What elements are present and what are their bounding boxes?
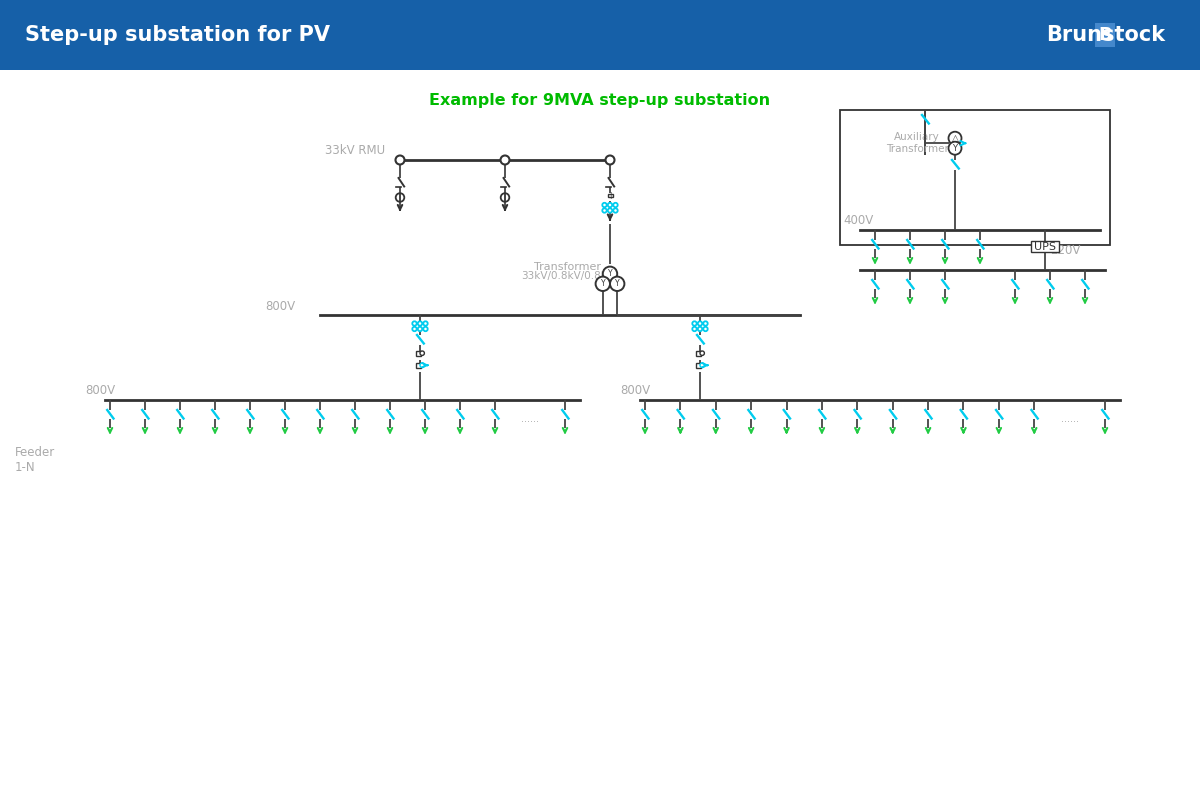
Circle shape <box>948 142 961 155</box>
Circle shape <box>698 321 702 326</box>
Circle shape <box>607 203 612 207</box>
Circle shape <box>595 276 610 291</box>
Text: △: △ <box>952 133 959 143</box>
Text: 400V: 400V <box>842 214 874 227</box>
Circle shape <box>607 208 612 213</box>
Text: 33kV/0.8kV/0.8kV: 33kV/0.8kV/0.8kV <box>522 271 614 281</box>
Bar <box>1031 241 1060 252</box>
Bar <box>840 110 1110 245</box>
Circle shape <box>700 363 704 367</box>
Circle shape <box>500 155 510 165</box>
Text: Transformer: Transformer <box>534 262 601 272</box>
Bar <box>607 193 612 197</box>
Circle shape <box>424 327 427 331</box>
Text: 220V: 220V <box>1050 244 1080 257</box>
Circle shape <box>692 327 697 331</box>
Circle shape <box>698 327 702 331</box>
Text: Example for 9MVA step-up substation: Example for 9MVA step-up substation <box>430 93 770 108</box>
Text: |: | <box>608 192 611 199</box>
Text: Step-up substation for PV: Step-up substation for PV <box>25 25 330 45</box>
Text: 800V: 800V <box>265 301 295 313</box>
Bar <box>416 363 421 367</box>
Circle shape <box>602 203 607 207</box>
Text: UPS: UPS <box>1034 242 1056 251</box>
Circle shape <box>396 193 404 202</box>
Text: Brunstock: Brunstock <box>1046 25 1165 45</box>
Circle shape <box>703 321 708 326</box>
Circle shape <box>602 267 617 281</box>
Text: Y: Y <box>953 144 958 153</box>
Circle shape <box>420 351 425 356</box>
Circle shape <box>418 327 422 331</box>
Circle shape <box>500 193 509 202</box>
Circle shape <box>396 155 404 165</box>
Circle shape <box>948 132 961 144</box>
Circle shape <box>424 321 427 326</box>
Circle shape <box>606 155 614 165</box>
Circle shape <box>613 203 618 207</box>
Circle shape <box>703 327 708 331</box>
Bar <box>696 363 701 367</box>
Text: Feeder
1-N: Feeder 1-N <box>14 446 55 474</box>
Text: 800V: 800V <box>85 384 115 397</box>
Text: Auxiliary
Transformer: Auxiliary Transformer <box>886 132 948 154</box>
Text: 800V: 800V <box>620 384 650 397</box>
Circle shape <box>420 363 425 367</box>
Text: ......: ...... <box>1061 414 1079 424</box>
Text: ......: ...... <box>521 414 539 424</box>
Circle shape <box>413 321 416 326</box>
Text: Y: Y <box>600 279 605 288</box>
Circle shape <box>700 351 704 356</box>
Circle shape <box>610 276 624 291</box>
Circle shape <box>613 208 618 213</box>
Circle shape <box>418 321 422 326</box>
Circle shape <box>602 208 607 213</box>
Text: B: B <box>1098 26 1112 44</box>
Text: Y: Y <box>607 269 612 279</box>
Text: Y: Y <box>614 279 619 288</box>
Text: 33kV RMU: 33kV RMU <box>325 144 385 157</box>
Circle shape <box>692 321 697 326</box>
Bar <box>416 351 421 356</box>
Circle shape <box>413 327 416 331</box>
FancyBboxPatch shape <box>0 0 1200 70</box>
Bar <box>696 351 701 356</box>
